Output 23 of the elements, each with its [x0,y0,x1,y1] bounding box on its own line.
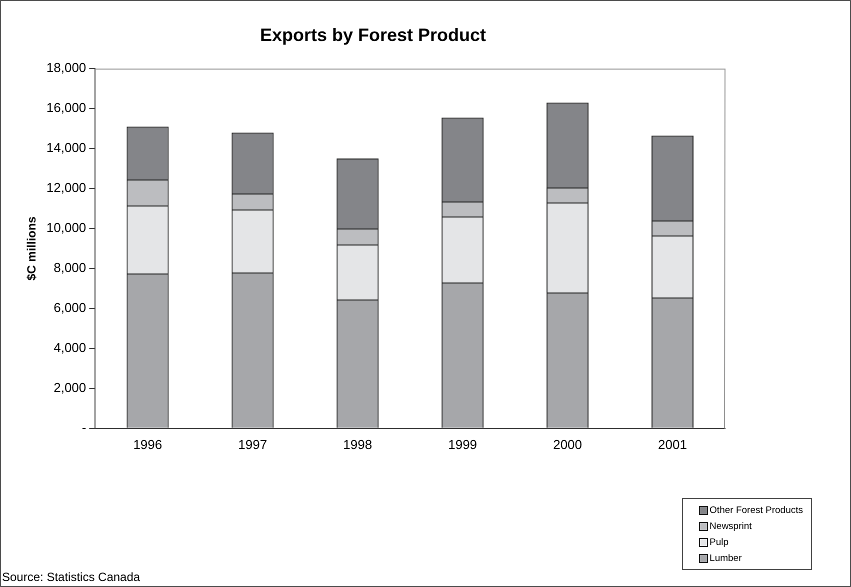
x-tick-label: 2001 [658,436,687,452]
y-tick-label: 16,000 [46,100,86,116]
legend-label: Other Forest Products [710,504,803,516]
legend-label: Lumber [710,552,742,564]
legend-label: Newsprint [710,520,752,532]
y-tick-label: 4,000 [54,340,86,356]
y-tick-label: - [82,420,86,435]
y-tick-label: 18,000 [46,60,86,76]
x-tick-label: 2000 [553,436,582,452]
y-tick-label: 10,000 [46,220,86,236]
source-note: Source: Statistics Canada [2,570,140,584]
y-tick-label: 14,000 [46,140,86,156]
y-tick-label: 6,000 [54,300,86,316]
x-tick-label: 1997 [238,436,268,452]
y-tick-label: 12,000 [46,180,86,196]
x-tick-label: 1999 [448,436,478,452]
x-tick-label: 1998 [343,436,372,452]
y-tick-label: 8,000 [54,260,86,276]
y-axis-title: $C millions [24,216,39,281]
y-tick-label: 2,000 [54,380,86,395]
chart-title: Exports by Forest Product [260,24,486,45]
legend-label: Pulp [710,536,729,548]
x-tick-label: 1996 [133,436,162,452]
